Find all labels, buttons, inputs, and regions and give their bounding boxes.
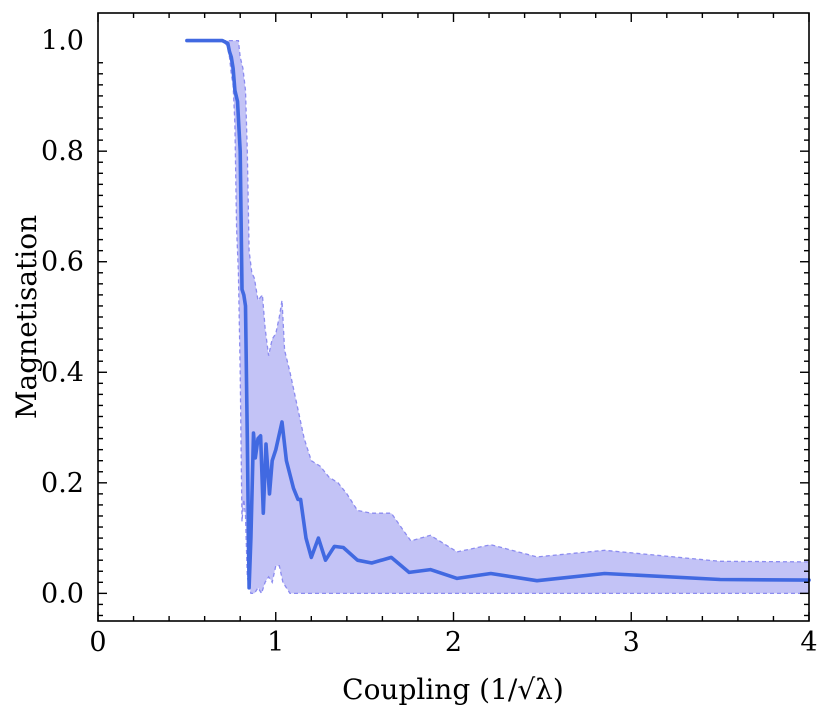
plot-frame xyxy=(97,12,810,622)
x-tick-label: 1 xyxy=(267,627,284,658)
series-line xyxy=(185,38,811,590)
x-axis-label: Coupling (1/√λ) xyxy=(342,673,564,706)
series-layer xyxy=(185,38,811,590)
y-tick-label: 0.6 xyxy=(41,247,84,278)
y-tick-label: 0.8 xyxy=(41,136,84,167)
x-tick-labels: 0 1 2 3 4 xyxy=(89,627,817,658)
confidence-band xyxy=(186,39,810,595)
y-tick-labels: 0.0 0.2 0.4 0.6 0.8 1.0 xyxy=(41,26,84,610)
y-tick-label: 0.2 xyxy=(41,468,84,499)
y-tick-label: 0.0 xyxy=(41,578,84,609)
y-tick-label: 1.0 xyxy=(41,26,84,57)
tick-marks xyxy=(97,13,810,621)
y-axis-label: Magnetisation xyxy=(10,215,43,419)
x-tick-label: 0 xyxy=(89,627,106,658)
x-tick-label: 4 xyxy=(800,627,817,658)
x-tick-label: 2 xyxy=(445,627,462,658)
band-lower-edge xyxy=(186,39,809,595)
band-fill xyxy=(186,40,809,594)
y-tick-label: 0.4 xyxy=(41,357,84,388)
band-upper-edge xyxy=(186,39,810,563)
x-tick-label: 3 xyxy=(623,627,640,658)
